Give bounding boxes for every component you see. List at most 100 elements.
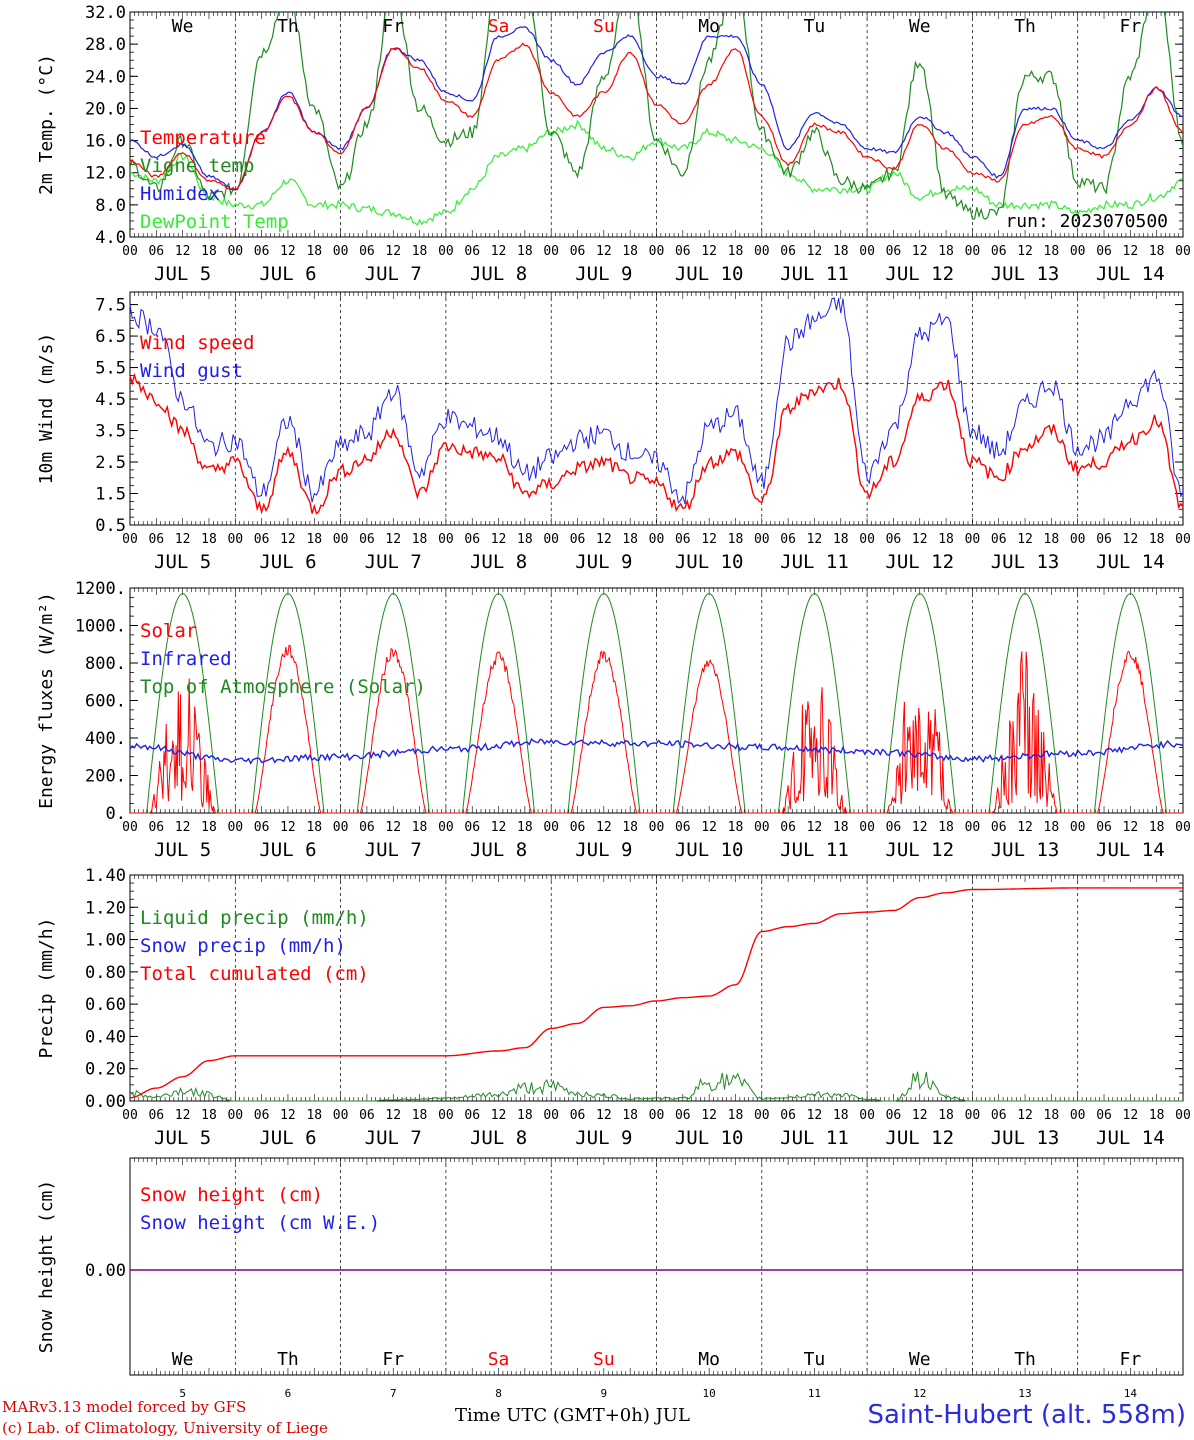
y-tick-label: 0.5 bbox=[95, 516, 126, 536]
hour-tick-label: 06 bbox=[570, 532, 586, 547]
hour-tick-label: 06 bbox=[1096, 532, 1112, 547]
day-number-label: 13 bbox=[1018, 1387, 1031, 1400]
hour-tick-label: 18 bbox=[412, 244, 428, 259]
series-line-wind-gust bbox=[129, 297, 1184, 505]
hour-tick-label: 12 bbox=[385, 244, 401, 259]
y-tick-label: 1.20 bbox=[85, 898, 126, 918]
hour-tick-label: 12 bbox=[491, 532, 507, 547]
hour-tick-label: 00 bbox=[333, 820, 349, 835]
day-label: JUL 8 bbox=[470, 551, 527, 573]
hour-tick-label: 00 bbox=[754, 532, 770, 547]
day-label: JUL 8 bbox=[470, 839, 527, 861]
hour-tick-label: 00 bbox=[438, 532, 454, 547]
y-tick-label: 20.0 bbox=[85, 99, 126, 119]
hour-tick-label: 00 bbox=[859, 244, 875, 259]
hour-tick-label: 12 bbox=[385, 532, 401, 547]
hour-tick-label: 18 bbox=[412, 532, 428, 547]
hour-tick-label: 06 bbox=[780, 532, 796, 547]
hour-tick-label: 12 bbox=[491, 244, 507, 259]
weekday-label: We bbox=[172, 1349, 194, 1370]
hour-tick-label: 00 bbox=[965, 820, 981, 835]
weekday-label: Su bbox=[593, 16, 615, 37]
hour-tick-label: 18 bbox=[938, 244, 954, 259]
hour-tick-label: 12 bbox=[175, 1108, 191, 1123]
day-label: JUL 10 bbox=[675, 839, 744, 861]
legend-entry: Snow precip (mm/h) bbox=[140, 935, 346, 957]
plot-frame bbox=[129, 587, 1184, 814]
y-tick-label: 1200. bbox=[75, 579, 126, 599]
copyright-credit: (c) Lab. of Climatology, University of L… bbox=[2, 1419, 328, 1437]
day-label: JUL 6 bbox=[259, 263, 316, 285]
hour-tick-label: 18 bbox=[306, 1108, 322, 1123]
hour-tick-label: 18 bbox=[201, 1108, 217, 1123]
weekday-label: We bbox=[909, 16, 931, 37]
hour-tick-label: 12 bbox=[912, 820, 928, 835]
hour-tick-label: 06 bbox=[148, 532, 164, 547]
day-label: JUL 5 bbox=[154, 1127, 211, 1149]
hour-tick-label: 18 bbox=[938, 532, 954, 547]
hour-tick-label: 00 bbox=[859, 820, 875, 835]
hour-tick-label: 12 bbox=[385, 820, 401, 835]
hour-tick-label: 12 bbox=[807, 244, 823, 259]
hour-tick-label: 06 bbox=[359, 820, 375, 835]
hour-tick-label: 06 bbox=[675, 244, 691, 259]
y-tick-label: 1000. bbox=[75, 617, 126, 637]
hour-tick-label: 00 bbox=[438, 244, 454, 259]
y-tick-label: 0.80 bbox=[85, 963, 126, 983]
y-tick-label: 0.00 bbox=[85, 1092, 126, 1112]
hour-tick-label: 00 bbox=[438, 820, 454, 835]
day-number-label: 14 bbox=[1124, 1387, 1138, 1400]
panel-snow: 0.00 Snow height (cm) Snow height (cm) Snow… bbox=[36, 1157, 1184, 1400]
day-label: JUL 12 bbox=[885, 839, 954, 861]
hour-tick-label: 00 bbox=[1175, 1108, 1191, 1123]
run-annotation: run: 2023070500 bbox=[1005, 211, 1168, 232]
hour-tick-label: 12 bbox=[280, 532, 296, 547]
y-tick-label: 0. bbox=[106, 804, 126, 824]
y-axis-label: 2m Temp. (°C) bbox=[36, 54, 57, 195]
weekday-label: Fr bbox=[382, 16, 404, 37]
panel-temperature: 4.0 8.0 12.0 16.0 20.0 24.0 28.0 32.0 2m Temp. (… bbox=[36, 3, 1191, 285]
y-axis-label: 10m Wind (m/s) bbox=[36, 333, 57, 485]
hour-tick-label: 18 bbox=[728, 532, 744, 547]
y-tick-label: 8.0 bbox=[95, 196, 126, 216]
hour-tick-label: 18 bbox=[833, 1108, 849, 1123]
hour-tick-label: 06 bbox=[148, 820, 164, 835]
hour-tick-label: 18 bbox=[517, 244, 533, 259]
day-label: JUL 11 bbox=[780, 551, 849, 573]
hour-tick-label: 18 bbox=[412, 820, 428, 835]
day-number-label: 7 bbox=[390, 1387, 397, 1400]
hour-tick-label: 00 bbox=[965, 532, 981, 547]
hour-tick-label: 00 bbox=[333, 532, 349, 547]
y-tick-label: 2.5 bbox=[95, 453, 126, 473]
hour-tick-label: 12 bbox=[385, 1108, 401, 1123]
y-tick-label: 200. bbox=[85, 767, 126, 787]
hour-tick-label: 00 bbox=[122, 532, 138, 547]
day-label: JUL 13 bbox=[991, 551, 1060, 573]
hour-tick-label: 06 bbox=[359, 244, 375, 259]
day-label: JUL 10 bbox=[675, 263, 744, 285]
hour-tick-label: 18 bbox=[517, 1108, 533, 1123]
hour-tick-label: 06 bbox=[148, 1108, 164, 1123]
series-line-infrared bbox=[129, 737, 1184, 765]
y-tick-label: 0.20 bbox=[85, 1060, 126, 1080]
hour-tick-label: 12 bbox=[1017, 244, 1033, 259]
day-label: JUL 10 bbox=[675, 551, 744, 573]
y-tick-label: 28.0 bbox=[85, 35, 126, 55]
weekday-label: Th bbox=[277, 16, 299, 37]
y-tick-label: 4.0 bbox=[95, 228, 126, 248]
legend-entry: Temperature bbox=[140, 127, 266, 149]
hour-tick-label: 18 bbox=[728, 244, 744, 259]
hour-tick-label: 12 bbox=[701, 532, 717, 547]
model-credit: MARv3.13 model forced by GFS bbox=[2, 1398, 247, 1416]
day-number-label: 11 bbox=[808, 1387, 821, 1400]
y-tick-label: 24.0 bbox=[85, 67, 126, 87]
hour-tick-label: 00 bbox=[754, 244, 770, 259]
hour-tick-label: 18 bbox=[201, 532, 217, 547]
y-tick-label: 7.5 bbox=[95, 296, 126, 316]
hour-tick-label: 12 bbox=[701, 244, 717, 259]
hour-tick-label: 12 bbox=[175, 532, 191, 547]
day-label: JUL 11 bbox=[780, 263, 849, 285]
y-tick-label: 6.5 bbox=[95, 327, 126, 347]
weekday-label: Sa bbox=[488, 16, 510, 37]
hour-tick-label: 18 bbox=[1044, 532, 1060, 547]
